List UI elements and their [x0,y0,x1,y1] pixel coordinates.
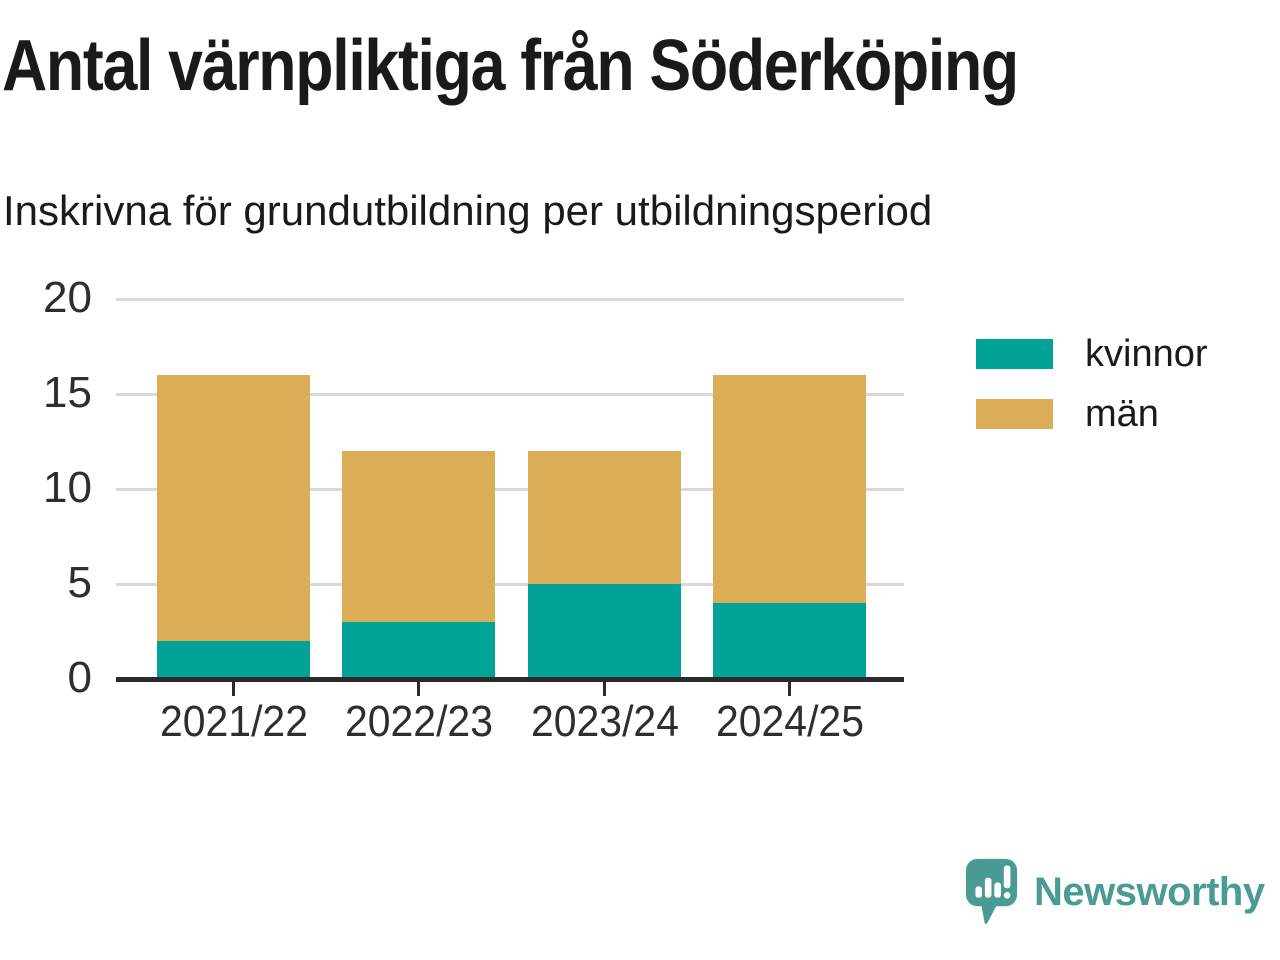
gridline-y-5 [116,583,904,586]
chart-title: Antal värnpliktiga från Söderköping [2,26,1019,106]
x-axis-tick-2021-22 [232,681,235,696]
x-axis-tick-label-2022-23: 2022/23 [344,697,493,746]
x-axis-line [116,677,904,682]
chart-legend: kvinnor män [976,332,1208,452]
bar-2023-24-kvinnor [528,584,681,679]
y-axis-tick-label-0: 0 [67,653,92,703]
x-axis-tick-2024-25 [788,681,791,696]
x-axis-tick-2022-23 [417,681,420,696]
bar-2022-23-kvinnor [342,622,495,679]
gridline-y-20 [116,298,904,301]
logo-bar-3 [994,882,1001,898]
y-axis-tick-label-5: 5 [67,558,92,608]
x-axis-tick-label-2023-24: 2023/24 [530,697,679,746]
x-axis-tick-label-2021-22: 2021/22 [159,697,308,746]
legend-item-kvinnor: kvinnor [976,332,1208,376]
legend-swatch-man [976,399,1053,429]
bar-2024-25-män [713,375,866,603]
gridline-y-10 [116,488,904,491]
legend-item-man: män [976,392,1208,436]
legend-swatch-kvinnor [976,339,1053,369]
bar-2021-22-kvinnor [157,641,310,679]
newsworthy-logo-icon [965,858,1018,925]
bar-2023-24-män [528,451,681,584]
bar-2022-23-män [342,451,495,622]
legend-label-man: män [1085,393,1159,435]
bar-2024-25-kvinnor [713,603,866,679]
y-axis-tick-label-15: 15 [43,368,92,418]
x-axis-tick-2023-24 [603,681,606,696]
legend-label-kvinnor: kvinnor [1085,333,1208,375]
logo-exclamation-bar [1003,865,1011,889]
bar-2021-22-män [157,375,310,641]
newsworthy-logo-text: Newsworthy [1034,870,1265,914]
y-axis-tick-label-20: 20 [43,273,92,323]
y-axis-tick-label-10: 10 [43,463,92,513]
chart-subtitle: Inskrivna för grundutbildning per utbild… [3,187,933,234]
newsworthy-logo: Newsworthy [963,857,1265,927]
logo-bar-1 [975,886,983,898]
logo-exclamation-dot [1003,892,1011,899]
x-axis-tick-label-2024-25: 2024/25 [715,697,864,746]
logo-bar-2 [984,877,992,898]
gridline-y-15 [116,393,904,396]
